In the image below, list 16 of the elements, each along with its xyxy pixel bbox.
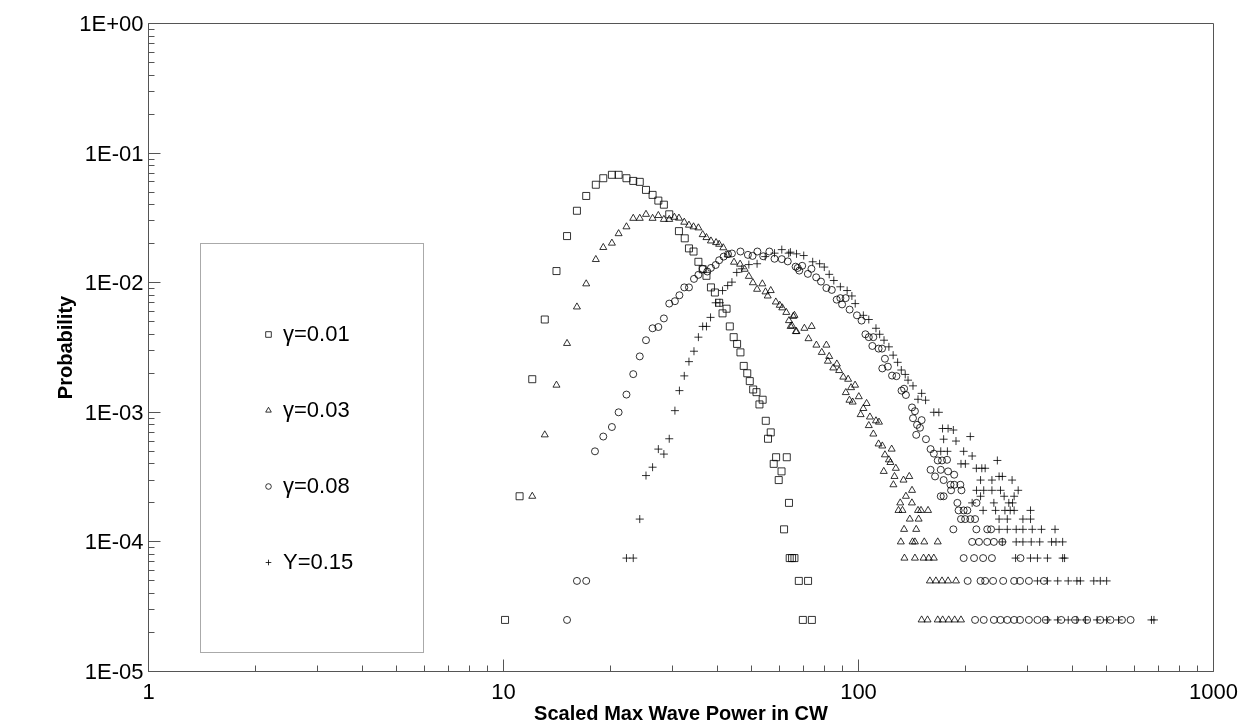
y-tick-label: 1E-03 (84, 399, 144, 425)
x-axis-title: Scaled Max Wave Power in CW (534, 701, 829, 724)
y-tick-label: 1E-01 (84, 140, 144, 166)
legend-label: γ=0.03 (283, 396, 351, 424)
y-tick-label: 1E+00 (79, 11, 144, 36)
y-axis-title: Probability (54, 294, 77, 400)
x-tick-label: 100 (840, 678, 877, 704)
legend-label: γ=0.08 (283, 472, 351, 500)
y-tick-label: 1E-05 (84, 659, 144, 684)
x-tick-label: 10 (491, 678, 516, 704)
x-tick-label: 1000 (1189, 678, 1238, 704)
y-tick-label: 1E-04 (84, 529, 144, 555)
legend-label: γ=0.01 (283, 320, 351, 348)
x-tick-label: 1 (142, 678, 155, 704)
legend-label: Y=0.15 (283, 548, 355, 576)
y-tick-label: 1E-02 (84, 270, 144, 296)
